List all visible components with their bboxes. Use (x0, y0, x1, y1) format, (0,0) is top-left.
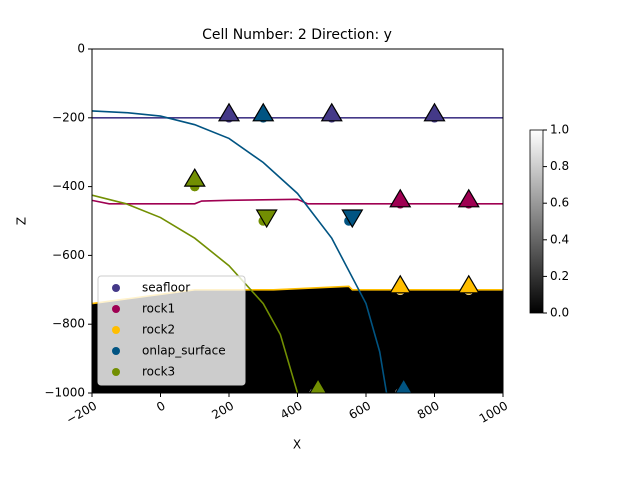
colorbar-tick-label: 0.4 (550, 232, 569, 246)
x-tick-label: 400 (278, 399, 305, 423)
orientation (320, 102, 343, 122)
legend-marker (112, 284, 120, 292)
x-tick-label: 800 (415, 399, 442, 423)
x-tick-label: 600 (346, 399, 373, 423)
orientation (389, 274, 412, 294)
legend-marker (112, 347, 120, 355)
legend-marker (112, 305, 120, 313)
orientation (341, 209, 364, 229)
chart-title: Cell Number: 2 Direction: y (202, 27, 392, 43)
legend-label: rock3 (142, 365, 175, 379)
y-tick-label: −1000 (44, 386, 85, 400)
orientation (423, 102, 446, 122)
legend-label: rock1 (142, 302, 175, 316)
y-tick-label: 0 (77, 42, 85, 56)
x-tick-label: 0 (154, 399, 168, 415)
legend-label: seafloor (142, 281, 190, 295)
orientation (252, 102, 275, 122)
legend-marker (112, 368, 120, 376)
y-tick-label: −800 (52, 317, 85, 331)
y-tick-label: −400 (52, 179, 85, 193)
colorbar-tick-label: 0.6 (550, 196, 569, 210)
legend-label: rock2 (142, 323, 175, 337)
x-tick-label: −200 (64, 399, 100, 428)
orientation (309, 377, 327, 393)
x-tick-label: 1000 (477, 399, 510, 426)
colorbar-tick-label: 0.2 (550, 269, 569, 283)
y-tick-label: −600 (52, 248, 85, 262)
x-tick-label: 200 (209, 399, 236, 423)
y-axis-label: Z (15, 217, 29, 225)
legend-label: onlap_surface (142, 344, 226, 358)
legend (97, 275, 246, 386)
colorbar-tick-label: 1.0 (550, 123, 569, 137)
colorbar (529, 129, 544, 314)
colorbar-tick-label: 0.0 (550, 306, 569, 320)
orientation (217, 102, 241, 122)
legend-marker (112, 326, 120, 334)
orientation (394, 377, 413, 393)
contact-line (92, 110, 388, 393)
orientation (457, 188, 480, 208)
x-axis-label: X (293, 438, 301, 452)
y-tick-label: −200 (52, 110, 85, 124)
contact-line (92, 194, 299, 393)
orientation (389, 188, 412, 208)
orientation (255, 209, 278, 229)
colorbar-tick-label: 0.8 (550, 159, 569, 173)
orientation (183, 167, 206, 187)
orientation (457, 274, 480, 294)
